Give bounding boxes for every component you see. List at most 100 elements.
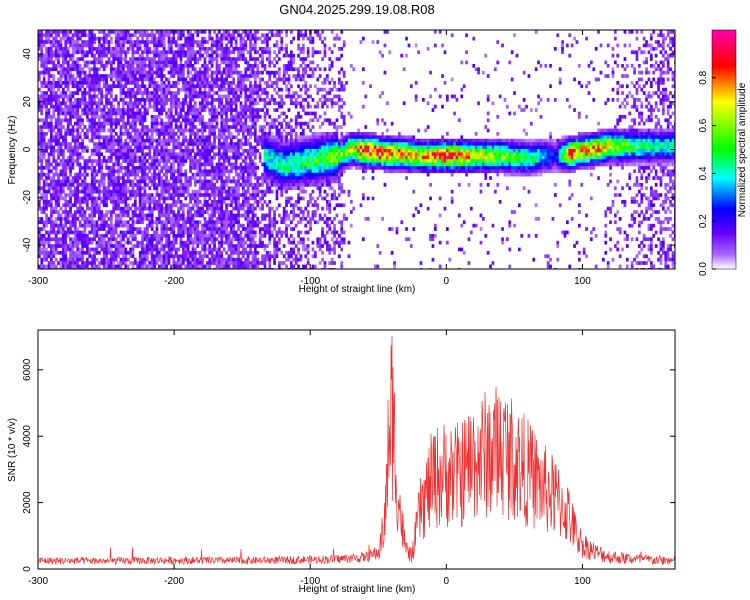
heatmap-cell bbox=[74, 40, 77, 44]
heatmap-cell bbox=[134, 125, 137, 129]
heatmap-cell bbox=[110, 183, 113, 187]
heatmap-cell bbox=[59, 244, 63, 248]
heatmap-cell bbox=[95, 94, 99, 99]
heatmap-cell bbox=[239, 94, 243, 99]
heatmap-cell bbox=[138, 186, 142, 191]
heatmap-cell bbox=[138, 254, 142, 259]
heatmap-cell bbox=[107, 111, 111, 116]
heatmap-cell bbox=[38, 152, 41, 157]
heatmap-cell bbox=[64, 200, 68, 204]
heatmap-cell bbox=[66, 220, 70, 225]
heatmap-cell bbox=[146, 53, 149, 58]
heatmap-cell bbox=[47, 67, 51, 72]
heatmap-cell bbox=[239, 176, 243, 180]
heatmap-cell bbox=[66, 87, 70, 92]
heatmap-cell bbox=[136, 186, 140, 191]
heatmap-cell bbox=[191, 128, 195, 133]
heatmap-cell bbox=[66, 203, 70, 208]
heatmap-cell bbox=[210, 57, 214, 61]
heatmap-cell bbox=[150, 220, 154, 225]
heatmap-cell bbox=[167, 33, 171, 38]
heatmap-cell bbox=[203, 50, 207, 55]
heatmap-cell bbox=[203, 203, 207, 208]
heatmap-cell bbox=[220, 125, 224, 129]
heatmap-cell bbox=[246, 227, 250, 231]
heatmap-cell bbox=[100, 128, 104, 133]
heatmap-cell bbox=[74, 67, 77, 72]
heatmap-cell bbox=[220, 193, 224, 197]
heatmap-cell bbox=[98, 135, 101, 140]
heatmap-cell bbox=[234, 183, 238, 187]
heatmap-cell bbox=[249, 264, 252, 269]
heatmap-cell bbox=[196, 118, 200, 123]
heatmap-cell bbox=[155, 172, 159, 177]
heatmap-cell bbox=[90, 118, 94, 123]
heatmap-cell bbox=[136, 57, 140, 61]
heatmap-cell bbox=[124, 84, 128, 89]
heatmap-cell bbox=[203, 264, 207, 269]
heatmap-cell bbox=[95, 111, 99, 116]
heatmap-cell bbox=[196, 33, 200, 38]
heatmap-cell bbox=[122, 257, 125, 262]
heatmap-cell bbox=[57, 53, 60, 58]
heatmap-cell bbox=[196, 189, 200, 194]
heatmap-cell bbox=[74, 101, 77, 106]
heatmap-cell bbox=[62, 169, 65, 174]
heatmap-cell bbox=[71, 115, 75, 119]
heatmap-cell bbox=[64, 193, 68, 197]
heatmap-cell bbox=[52, 196, 56, 201]
heatmap-cell bbox=[251, 223, 255, 228]
heatmap-cell bbox=[143, 261, 147, 265]
heatmap-cell bbox=[90, 247, 94, 252]
heatmap-cell bbox=[78, 166, 82, 170]
heatmap-cell bbox=[225, 230, 228, 235]
heatmap-cell bbox=[177, 159, 180, 163]
heatmap-cell bbox=[227, 210, 231, 214]
heatmap-cell bbox=[246, 98, 250, 102]
heatmap-cell bbox=[234, 115, 238, 119]
heatmap-cell bbox=[170, 203, 173, 208]
heatmap-cell bbox=[220, 203, 224, 208]
heatmap-cell bbox=[45, 213, 48, 218]
heatmap-cell bbox=[218, 257, 221, 262]
heatmap-cell bbox=[201, 257, 204, 262]
heatmap-cell bbox=[136, 84, 140, 89]
heatmap-cell bbox=[237, 176, 240, 180]
heatmap-cell bbox=[40, 240, 44, 245]
heatmap-cell bbox=[88, 77, 92, 82]
heatmap-cell bbox=[148, 176, 152, 180]
heatmap-cell bbox=[86, 183, 89, 187]
heatmap-cell bbox=[105, 118, 108, 123]
heatmap-cell bbox=[249, 115, 252, 119]
heatmap-cell bbox=[100, 176, 104, 180]
heatmap-cell bbox=[186, 149, 190, 153]
heatmap-cell bbox=[230, 87, 233, 92]
heatmap-cell bbox=[143, 234, 147, 238]
heatmap-cell bbox=[76, 189, 80, 194]
heatmap-cell bbox=[100, 43, 104, 48]
heatmap-cell bbox=[122, 43, 125, 48]
heatmap-cell bbox=[182, 203, 185, 208]
heatmap-cell bbox=[170, 186, 173, 191]
heatmap-cell bbox=[52, 77, 56, 82]
heatmap-cell bbox=[90, 217, 94, 221]
heatmap-cell bbox=[189, 111, 192, 116]
heatmap-cell bbox=[119, 220, 123, 225]
heatmap-cell bbox=[170, 70, 173, 75]
heatmap-cell bbox=[59, 94, 63, 99]
heatmap-cell bbox=[230, 142, 233, 146]
heatmap-cell bbox=[165, 189, 168, 194]
heatmap-cell bbox=[201, 149, 204, 153]
heatmap-cell bbox=[210, 43, 214, 48]
heatmap-cell bbox=[148, 128, 152, 133]
heatmap-cell bbox=[196, 111, 200, 116]
heatmap-cell bbox=[242, 176, 245, 180]
heatmap-cell bbox=[59, 149, 63, 153]
figure-title: GN04.2025.299.19.08.R08 bbox=[279, 2, 434, 17]
heatmap-cell bbox=[227, 74, 231, 78]
heatmap-cell bbox=[112, 169, 116, 174]
heatmap-cell bbox=[102, 247, 106, 252]
heatmap-cell bbox=[184, 247, 188, 252]
heatmap-cell bbox=[90, 47, 94, 51]
heatmap-cell bbox=[114, 193, 118, 197]
